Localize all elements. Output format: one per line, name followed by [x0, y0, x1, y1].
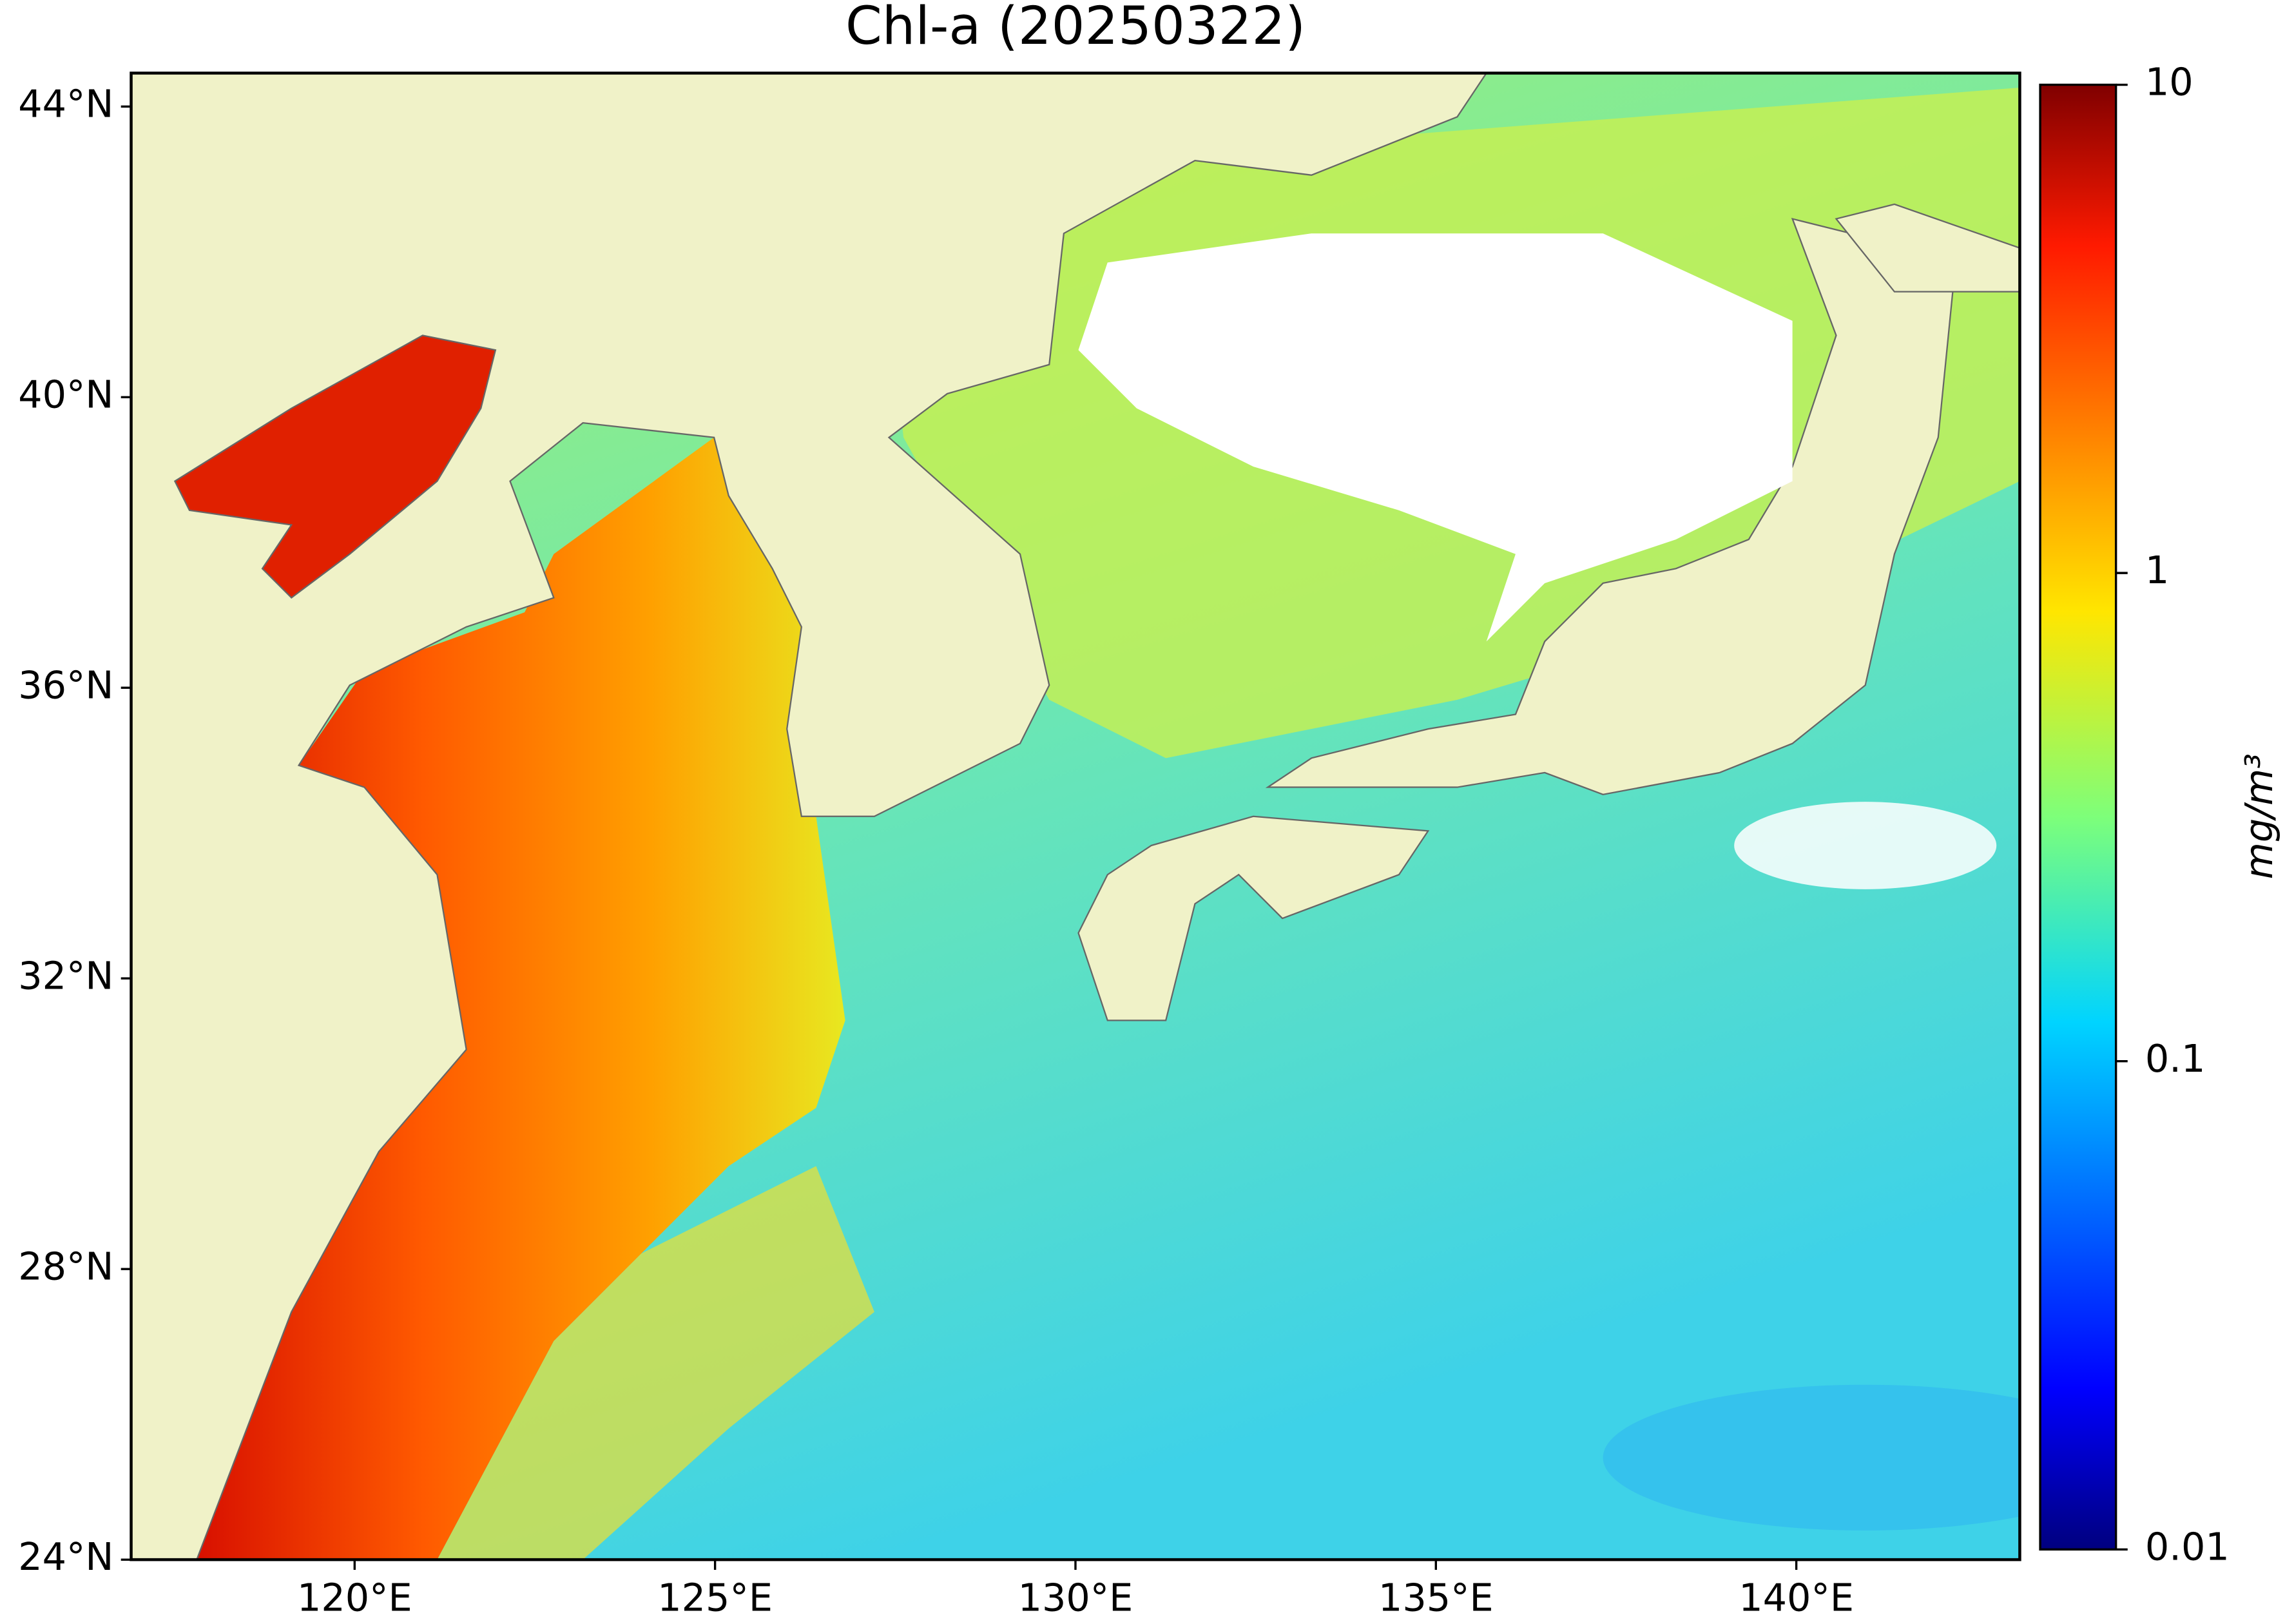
y-tick-label: 24°N	[18, 1534, 113, 1579]
shelf-region	[437, 1166, 874, 1560]
low-chl-region	[1603, 1384, 2020, 1531]
colorbar-tick-label: 0.1	[2145, 1036, 2205, 1081]
axes: 120°E 125°E 130°E 135°E 140°E 24°N 28°N 32°N 36°…	[18, 60, 2230, 1620]
y-tick-label: 44°N	[18, 81, 113, 126]
x-tick-label: 135°E	[1378, 1576, 1494, 1620]
y-tick-label: 32°N	[18, 953, 113, 998]
colorbar-tick-label: 1	[2145, 548, 2169, 592]
cloud-cover	[1734, 802, 1997, 889]
y-tick-label: 40°N	[18, 372, 113, 416]
map-area	[131, 73, 2020, 1560]
colorbar-label: mg/m³	[2237, 753, 2281, 879]
hokkaido	[1835, 203, 2020, 293]
honshu	[1265, 217, 1954, 796]
cloud-cover	[1078, 233, 1793, 642]
x-tick-label: 130°E	[1018, 1576, 1133, 1620]
kyushu-shikoku	[1077, 815, 1430, 1021]
bohai-sea	[173, 334, 497, 599]
y-tick-label: 28°N	[18, 1244, 113, 1288]
colorbar-tick-label: 10	[2145, 60, 2193, 104]
x-tick-label: 125°E	[657, 1576, 773, 1620]
x-tick-label: 140°E	[1739, 1576, 1854, 1620]
map-title: Chl-a (20250322)	[845, 0, 1306, 57]
colorbar-tick-label: 0.01	[2145, 1524, 2230, 1569]
high-chl-region	[197, 437, 845, 1560]
y-tick-label: 36°N	[18, 662, 113, 707]
colorbar	[2039, 83, 2117, 1551]
x-tick-label: 120°E	[297, 1576, 412, 1620]
continent	[131, 73, 1488, 1560]
